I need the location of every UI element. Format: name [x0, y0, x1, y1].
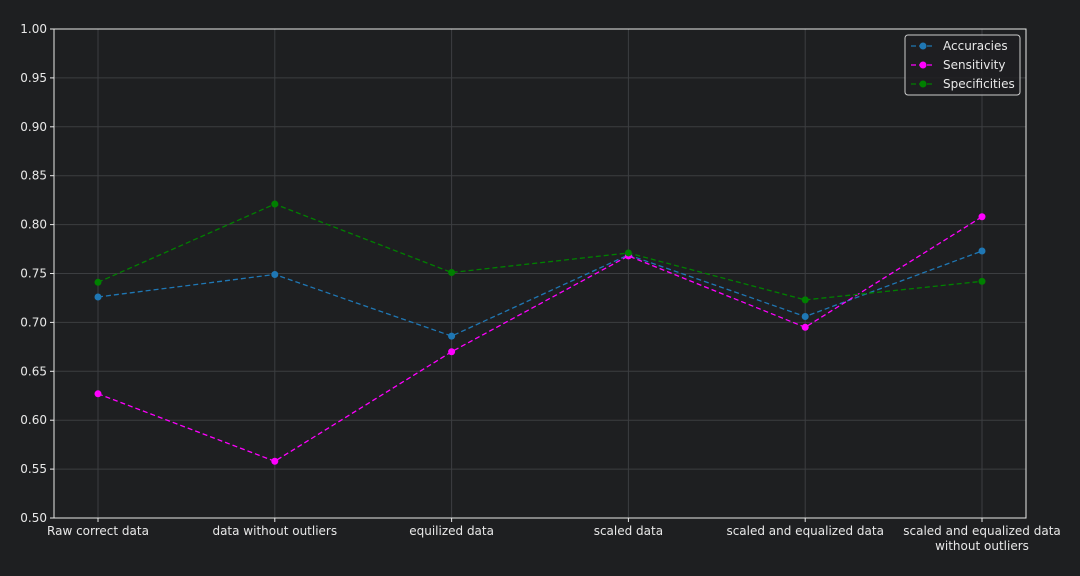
- x-tick-label: data without outliers: [212, 524, 337, 538]
- axes: 0.50 0.55 0.60 0.65 0.70 0.75 0.80 0.85 0.90 0.95…: [20, 22, 1060, 553]
- data-point: [448, 269, 456, 277]
- y-tick-label: 0.85: [20, 169, 47, 183]
- y-tick-label: 0.50: [20, 511, 47, 525]
- x-tick-label: scaled and equalized data: [903, 524, 1061, 538]
- legend-box: [904, 34, 1021, 96]
- legend-label: Accuracies: [943, 39, 1008, 53]
- series-line: [97, 216, 983, 462]
- data-point: [801, 323, 809, 331]
- data-point: [978, 213, 986, 221]
- data-point: [624, 249, 632, 257]
- y-tick-label: 0.90: [20, 120, 47, 134]
- x-tick-label: scaled and equalized data: [726, 524, 884, 538]
- y-tick-label: 1.00: [20, 22, 47, 36]
- legend-swatch-marker: [919, 42, 927, 50]
- y-tick-label: 0.55: [20, 462, 47, 476]
- data-point: [271, 457, 279, 465]
- y-tick-label: 0.80: [20, 218, 47, 232]
- y-tick-label: 0.95: [20, 71, 47, 85]
- data-point: [448, 332, 456, 340]
- legend-swatch-marker: [919, 80, 927, 88]
- y-tick-label: 0.60: [20, 413, 47, 427]
- data-point: [94, 390, 102, 398]
- series-specificities: [94, 200, 986, 304]
- legend-item-specificities: Specificities: [911, 77, 1015, 91]
- data-point: [271, 200, 279, 208]
- axes-frame: [53, 28, 1027, 519]
- x-tick-label: equilized data: [409, 524, 494, 538]
- x-tick-label: without outliers: [935, 539, 1029, 553]
- data-point: [448, 348, 456, 356]
- legend-swatch-marker: [919, 61, 927, 69]
- legend-label: Specificities: [943, 77, 1015, 91]
- legend: Accuracies Sensitivity Specificities: [904, 34, 1021, 96]
- series-line: [97, 250, 983, 337]
- legend-label: Sensitivity: [943, 58, 1005, 72]
- y-tick-label: 0.75: [20, 267, 47, 281]
- x-tick-label: Raw correct data: [47, 524, 149, 538]
- series-line: [97, 203, 983, 301]
- series: [94, 200, 986, 465]
- data-point: [978, 277, 986, 285]
- data-point: [94, 278, 102, 286]
- legend-item-sensitivity: Sensitivity: [911, 58, 1005, 72]
- y-tick-label: 0.65: [20, 364, 47, 378]
- x-tick-label: scaled data: [594, 524, 663, 538]
- data-point: [978, 247, 986, 255]
- series-sensitivity: [94, 213, 986, 465]
- y-tick-label: 0.70: [20, 315, 47, 329]
- legend-item-accuracies: Accuracies: [911, 39, 1008, 53]
- data-point: [801, 296, 809, 304]
- data-point: [801, 313, 809, 321]
- data-point: [271, 270, 279, 278]
- data-point: [94, 293, 102, 301]
